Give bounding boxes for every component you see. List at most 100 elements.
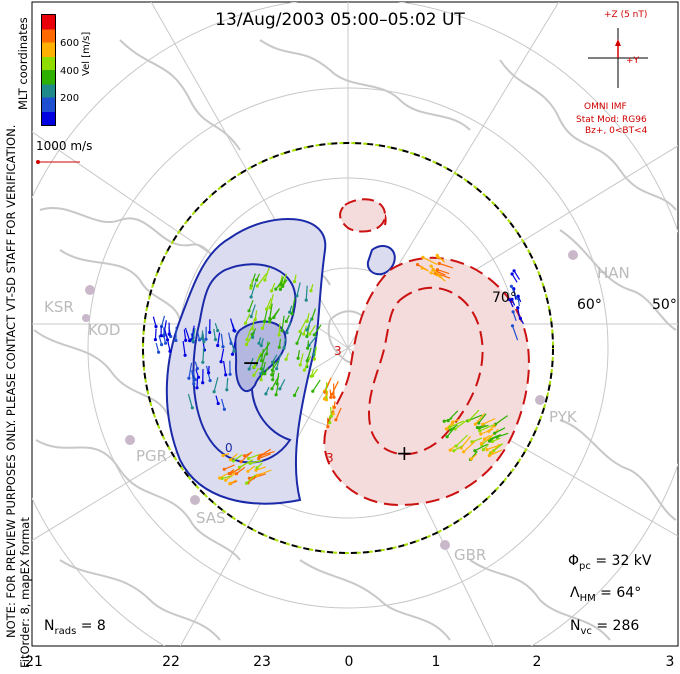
velocity-vector xyxy=(192,328,196,341)
vector-origin xyxy=(247,309,251,313)
vector-origin xyxy=(208,330,212,334)
velocity-vector xyxy=(257,469,272,476)
velocity-vector xyxy=(196,377,199,388)
vector-origin xyxy=(332,395,336,399)
velocity-vector xyxy=(184,327,191,341)
velocity-vector xyxy=(248,299,254,312)
vector-origin xyxy=(268,306,272,310)
vector-origin xyxy=(282,346,286,350)
vector-origin xyxy=(222,407,226,411)
vector-origin xyxy=(329,395,333,399)
vector-origin xyxy=(421,255,425,259)
velocity-colorbar xyxy=(41,14,56,126)
potential-min-marker: − xyxy=(242,351,260,376)
n-rads-value: 8 xyxy=(96,618,106,634)
velocity-vector xyxy=(250,304,256,317)
vector-origin xyxy=(477,421,481,425)
reference-vector-label: 1000 m/s xyxy=(36,139,93,153)
vector-origin xyxy=(195,386,199,390)
vector-origin xyxy=(255,473,259,477)
vector-origin xyxy=(332,405,336,409)
velocity-vector xyxy=(228,332,232,344)
potential-level-label-2: 3 xyxy=(326,451,334,465)
velocity-vector xyxy=(246,474,256,484)
map-title: 13/Aug/2003 05:00–05:02 UT xyxy=(215,10,465,30)
vector-origin xyxy=(334,418,338,422)
velocity-vector xyxy=(430,265,441,277)
velocity-vector xyxy=(437,269,450,275)
vector-origin xyxy=(445,435,449,439)
phi-pc-value: 32 kV xyxy=(611,553,652,569)
radar-marker-pgr xyxy=(125,435,135,445)
velocity-vector xyxy=(187,393,193,408)
velocity-vector xyxy=(453,444,464,452)
velocity-vector xyxy=(258,453,271,460)
potential-level-label-1: 3 xyxy=(334,344,342,358)
radar-marker-han xyxy=(568,250,578,260)
vector-origin xyxy=(272,315,276,320)
velocity-vector xyxy=(430,272,441,278)
vector-origin xyxy=(420,266,424,270)
imf-source: OMNI IMF xyxy=(584,102,627,112)
velocity-vector xyxy=(251,318,255,329)
velocity-vector xyxy=(299,319,308,332)
velocity-vector xyxy=(495,415,509,425)
velocity-vector xyxy=(220,333,224,347)
vector-origin xyxy=(250,327,254,331)
velocity-vector xyxy=(479,424,489,429)
reference-vector xyxy=(36,160,80,164)
velocity-vector xyxy=(309,324,316,335)
velocity-vector xyxy=(463,441,476,453)
vector-origin xyxy=(213,337,218,342)
vector-origin xyxy=(259,453,263,457)
vector-origin xyxy=(483,437,487,441)
lambda-hm-value: 64° xyxy=(616,585,642,601)
vector-origin xyxy=(221,453,225,458)
vector-origin xyxy=(216,343,220,348)
vector-origin xyxy=(331,412,335,416)
vector-origin xyxy=(254,278,259,282)
potential-level-label-3: 0 xyxy=(225,441,233,455)
vector-origin xyxy=(442,419,446,423)
radar-label-pyk: PYK xyxy=(549,408,577,426)
velocity-vector xyxy=(260,354,266,369)
vector-origin xyxy=(322,397,326,401)
vector-origin xyxy=(239,460,243,464)
vector-origin xyxy=(479,432,483,436)
vector-origin xyxy=(242,454,247,458)
colorbar-tick-400: 400 xyxy=(60,66,80,77)
velocity-vector xyxy=(232,454,243,462)
vector-origin xyxy=(249,315,253,319)
lambda-hm-stat: ΛHM = 64° xyxy=(570,585,642,604)
vector-origin xyxy=(270,289,274,293)
latitude-label-70: 70° xyxy=(492,290,517,306)
radar-marker-kod xyxy=(82,314,90,322)
vector-origin xyxy=(312,333,316,337)
vector-origin xyxy=(296,356,300,360)
vector-origin xyxy=(435,268,439,272)
velocity-vector xyxy=(230,468,241,475)
vector-origin xyxy=(305,334,309,339)
n-vc-stat: Nvc = 286 xyxy=(570,618,640,637)
vector-origin xyxy=(473,422,477,426)
velocity-vector xyxy=(486,443,502,451)
vector-origin xyxy=(157,350,161,354)
velocity-vector xyxy=(291,297,296,314)
vector-origin xyxy=(277,333,281,337)
velocity-vector xyxy=(468,409,480,421)
velocity-vector xyxy=(494,427,506,434)
vector-origin xyxy=(298,363,302,367)
colorbar-tick-600: 600 xyxy=(60,38,80,49)
velocity-vector xyxy=(455,434,469,447)
velocity-vector xyxy=(311,308,317,320)
vector-origin xyxy=(259,372,263,376)
velocity-vector xyxy=(182,341,186,356)
vector-origin xyxy=(270,387,274,391)
phi-pc-stat: Φpc = 32 kV xyxy=(568,553,652,572)
negative-small-contour xyxy=(366,245,396,276)
velocity-vector xyxy=(446,427,456,438)
coastlines xyxy=(33,39,677,641)
vector-origin xyxy=(516,294,520,298)
velocity-vector xyxy=(496,432,509,438)
vector-origin xyxy=(302,368,306,372)
